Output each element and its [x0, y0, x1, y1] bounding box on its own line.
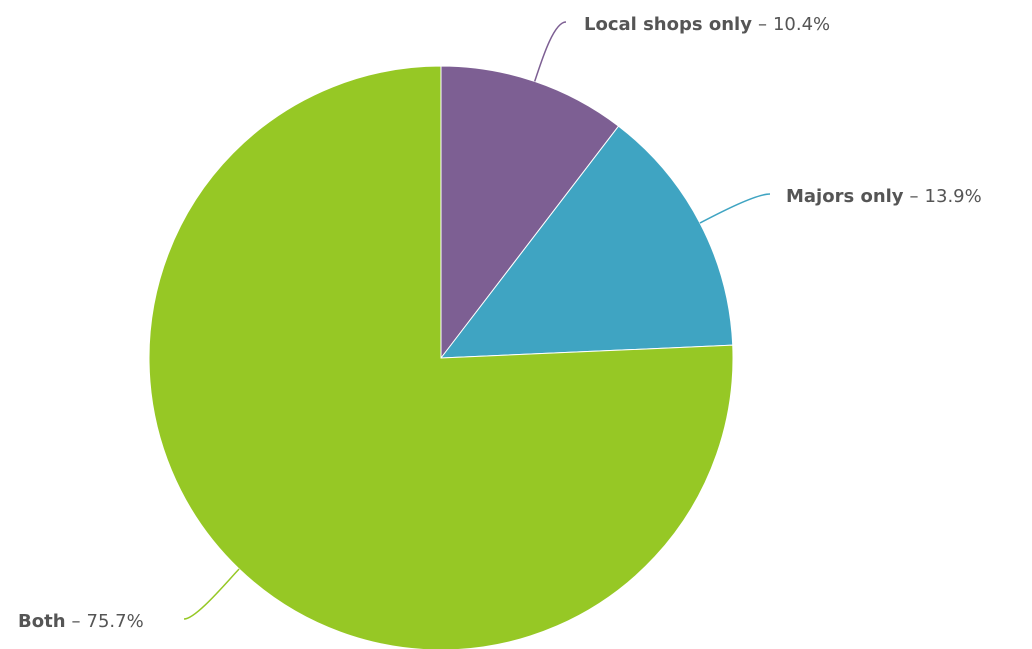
leader-line-both [183, 568, 240, 620]
pie-slice-local-shops-only[interactable] [440, 65, 620, 360]
data-label-both: Both –75.7% [18, 611, 144, 632]
leader-lines [183, 21, 771, 620]
data-label-majors-only: Majors only –13.9% [786, 186, 982, 207]
leader-line-local-shops-only [533, 21, 567, 82]
leader-line-majors-only [699, 193, 771, 224]
pie-slice-both[interactable] [148, 65, 734, 649]
pie-slices [148, 65, 734, 649]
data-labels: Local shops only –10.4% Majors only –13.9%… [18, 14, 982, 632]
data-label-local-shops-only: Local shops only –10.4% [584, 14, 830, 35]
